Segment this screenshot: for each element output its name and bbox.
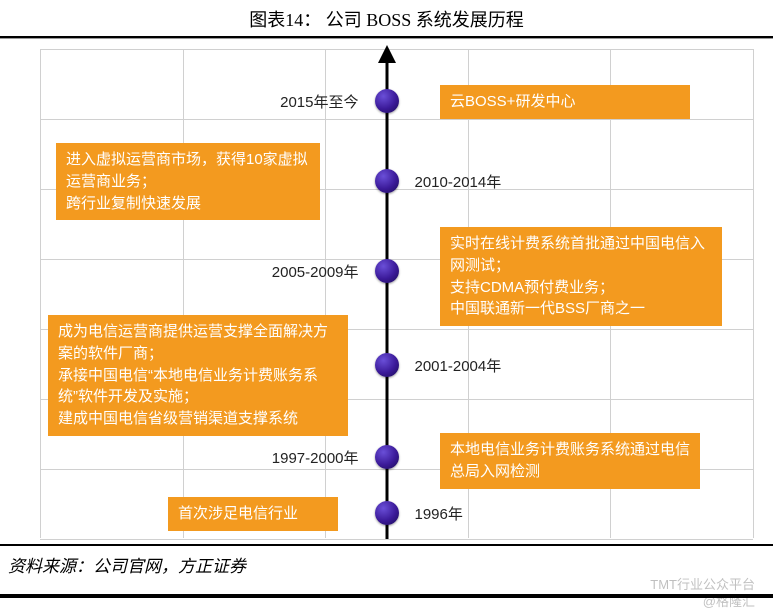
timeline-node bbox=[375, 89, 399, 113]
timeline-year-label: 1997-2000年 bbox=[272, 447, 359, 468]
chart-title: 图表14： 公司 BOSS 系统发展历程 bbox=[0, 0, 773, 38]
source-footer: 资料来源：公司官网，方正证券 TMT行业公众平台 @格隆汇 bbox=[0, 544, 773, 577]
timeline-year-label: 2001-2004年 bbox=[415, 355, 502, 376]
timeline-year-label: 2005-2009年 bbox=[272, 261, 359, 282]
watermark-line1: TMT行业公众平台 bbox=[650, 577, 755, 594]
timeline-arrow-icon bbox=[378, 45, 396, 63]
timeline-node bbox=[375, 259, 399, 283]
timeline-node bbox=[375, 501, 399, 525]
timeline-node bbox=[375, 169, 399, 193]
timeline-event-box: 进入虚拟运营商市场，获得10家虚拟运营商业务； 跨行业复制快速发展 bbox=[56, 143, 320, 220]
timeline-event-box: 首次涉足电信行业 bbox=[168, 497, 338, 531]
timeline-chart: 2015年至今 云BOSS+研发中心 2010-2014年 进入虚拟运营商市场，获得1… bbox=[0, 38, 773, 548]
timeline-event-box: 实时在线计费系统首批通过中国电信入网测试； 支持CDMA预付费业务； 中国联通新… bbox=[440, 227, 722, 326]
timeline-node bbox=[375, 353, 399, 377]
source-text: 资料来源：公司官网，方正证券 bbox=[8, 557, 246, 576]
timeline-event-box: 云BOSS+研发中心 bbox=[440, 85, 690, 119]
timeline-node bbox=[375, 445, 399, 469]
timeline-event-box: 本地电信业务计费账务系统通过电信总局入网检测 bbox=[440, 433, 700, 489]
footer-strip bbox=[0, 594, 773, 598]
timeline-year-label: 2010-2014年 bbox=[415, 171, 502, 192]
timeline-year-label: 1996年 bbox=[415, 503, 463, 524]
timeline-event-box: 成为电信运营商提供运营支撑全面解决方案的软件厂商； 承接中国电信“本地电信业务计… bbox=[48, 315, 348, 436]
timeline-year-label: 2015年至今 bbox=[280, 91, 358, 112]
